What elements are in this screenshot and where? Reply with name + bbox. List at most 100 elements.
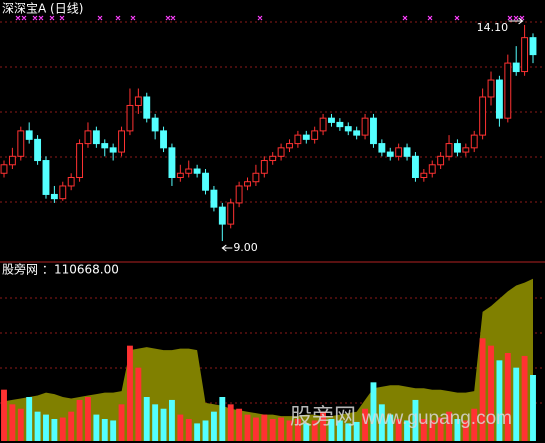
volume-bar <box>194 423 201 441</box>
candle-body <box>118 130 125 153</box>
volume-bar <box>471 408 478 441</box>
volume-bar <box>378 404 385 441</box>
candle-body <box>126 104 134 132</box>
candle-body <box>495 79 503 119</box>
grid-layout <box>0 21 545 404</box>
volume-bar <box>68 411 75 441</box>
volume-bar <box>336 420 343 441</box>
low-label: 9.00 <box>233 241 257 254</box>
candle-body <box>193 168 201 174</box>
candle-body <box>101 143 109 149</box>
volume-bar <box>530 375 536 441</box>
volume-bar <box>168 399 175 441</box>
candle-body <box>479 96 487 136</box>
candle-body <box>0 164 8 174</box>
volume-bar <box>236 408 243 441</box>
candle-body <box>109 147 117 153</box>
candle-body <box>143 96 151 119</box>
volume-bar <box>252 417 259 441</box>
price-panel: 14.10 9.00 <box>0 17 537 254</box>
volume-bar <box>227 404 234 441</box>
candle-body <box>244 181 251 187</box>
volume-bar <box>152 404 159 441</box>
candle-body <box>277 147 285 157</box>
volume-bar <box>76 399 83 441</box>
high-arrow <box>508 17 524 25</box>
volume-bar <box>504 353 511 441</box>
candle-body <box>210 189 218 208</box>
volume-bar <box>353 421 360 441</box>
volume-bar <box>185 419 192 441</box>
volume-bar <box>93 414 100 441</box>
chart-title: 深深宝A (日线) <box>2 2 83 16</box>
volume-bar <box>269 419 276 441</box>
watermark-url: www.gupang.com <box>361 408 512 429</box>
candle-body <box>134 96 142 106</box>
volume-bar <box>34 411 41 441</box>
volume-bar <box>43 414 49 441</box>
volume-bar <box>412 399 419 441</box>
high-label: 14.10 <box>477 21 509 34</box>
candle-body <box>319 117 327 132</box>
candle-body <box>361 117 369 136</box>
volume-bar <box>462 420 469 441</box>
volume-bar <box>101 419 108 441</box>
candle-body <box>336 121 344 128</box>
candle-body <box>529 37 537 56</box>
candle-body <box>202 172 209 191</box>
candle-body <box>412 155 419 178</box>
candle-body <box>378 143 386 153</box>
candle-body <box>302 134 310 140</box>
candle-body <box>445 143 453 157</box>
volume-bar <box>118 404 125 441</box>
candle-body <box>344 126 352 132</box>
volume-bar <box>85 397 91 441</box>
candle-body <box>353 130 361 136</box>
candle-body <box>50 193 58 200</box>
candle-body <box>311 130 319 140</box>
volume-bar <box>370 382 377 441</box>
candle-body <box>462 147 470 153</box>
volume-bar <box>429 420 436 441</box>
candle-body <box>504 62 512 119</box>
indicator-title: 股旁网 ： <box>2 262 54 277</box>
candle-body <box>386 151 394 157</box>
volume-bar <box>395 419 402 441</box>
candle-body <box>218 206 226 225</box>
volume-bar <box>521 355 528 441</box>
candle-body <box>235 185 243 204</box>
candle-body <box>76 143 84 178</box>
volume-bar <box>219 397 226 441</box>
candle-body <box>403 147 411 157</box>
candle-body <box>151 117 159 132</box>
volume-bar <box>345 423 352 441</box>
candle-body <box>176 172 184 178</box>
volume-bar <box>202 420 209 441</box>
candle-body <box>42 160 50 195</box>
volume-bar <box>328 419 335 441</box>
volume-bar <box>143 397 150 441</box>
volume-bar <box>311 420 318 441</box>
volume-bar <box>446 411 452 441</box>
candle-body <box>521 37 529 73</box>
volume-bar <box>387 414 394 441</box>
candle-body <box>59 185 67 200</box>
volume-bar <box>177 414 184 441</box>
candle-body <box>168 147 176 178</box>
volume-bar <box>160 408 167 441</box>
volume-bar <box>1 389 7 441</box>
volume-bar <box>479 338 486 441</box>
volume-bar <box>9 404 16 441</box>
volume-bar <box>210 411 217 441</box>
volume-bar <box>286 420 293 441</box>
candle-body <box>160 130 167 149</box>
candle-body <box>84 130 92 145</box>
candle-body <box>470 134 478 149</box>
volume-bar <box>51 419 58 441</box>
candle-body <box>328 117 335 123</box>
candle-body <box>437 155 445 166</box>
candle-body <box>395 147 403 157</box>
volume-bar <box>127 345 133 441</box>
volume-bar <box>17 408 24 441</box>
